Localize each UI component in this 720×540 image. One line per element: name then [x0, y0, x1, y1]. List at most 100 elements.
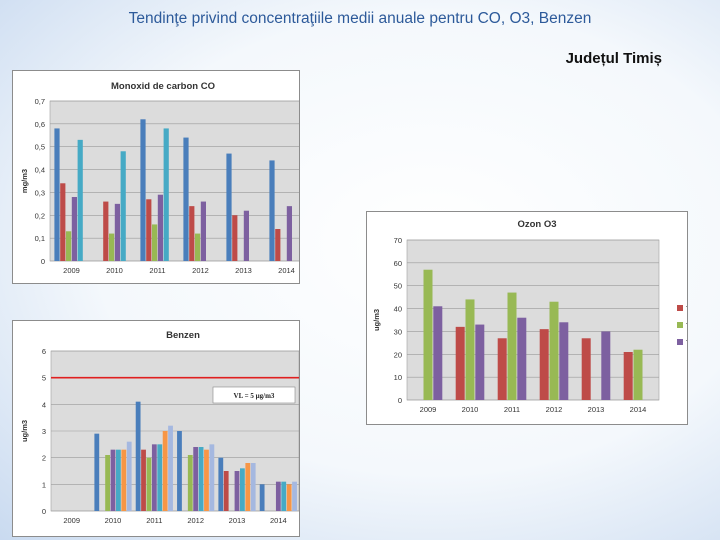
bar: [269, 160, 275, 261]
o3-chart: Ozon O3 0 10 20 30 40 50 60 70 ug/m3 2009 2010 2011 2…: [372, 219, 687, 414]
benzen-chart-panel: Benzen 0 1 2 3 4 5 6 ug/m3 2009 2010 2011 2012 2013 20…: [12, 320, 300, 537]
y-tick-label: 50: [394, 282, 402, 291]
y-tick-label: 0,1: [35, 234, 45, 243]
bar: [223, 471, 229, 511]
bar: [245, 463, 251, 511]
y-axis-label: ug/m3: [372, 309, 381, 331]
x-tick-label: 2012: [546, 405, 563, 414]
y-axis-label: ug/m3: [20, 420, 29, 442]
bar: [105, 455, 110, 511]
bar: [189, 206, 195, 261]
bar: [116, 449, 121, 511]
legend-swatch: [677, 322, 683, 328]
y-tick-label: 0: [42, 507, 46, 516]
bar: [193, 447, 199, 511]
chart-title: Benzen: [166, 330, 200, 341]
x-tick-label: 2010: [462, 405, 479, 414]
bar: [243, 210, 249, 261]
bar: [162, 431, 168, 511]
legend-swatch: [677, 339, 683, 345]
y-tick-label: 70: [394, 236, 402, 245]
x-tick-label: 2014: [630, 405, 647, 414]
bar: [455, 326, 465, 400]
bar: [103, 201, 109, 261]
bar: [152, 224, 158, 261]
bar: [163, 128, 169, 261]
bar: [187, 455, 193, 511]
bar: [94, 433, 100, 511]
co-chart-panel: Monoxid de carbon CO 0 0,1 0,2 0,3 0,4 0,5 0,6 0…: [12, 70, 300, 284]
bar: [54, 128, 60, 261]
bar: [114, 203, 120, 261]
bar: [275, 481, 281, 511]
y-tick-label: 6: [42, 347, 46, 356]
bar: [497, 338, 507, 400]
bar: [198, 447, 204, 511]
y-axis-label: mg/m3: [20, 169, 29, 193]
bar: [292, 481, 297, 511]
x-tick-label: 2013: [229, 516, 246, 525]
bar: [157, 194, 163, 261]
x-tick-label: 2009: [63, 516, 80, 525]
bar: [200, 201, 206, 261]
bar: [168, 425, 173, 511]
x-tick-label: 2011: [146, 516, 162, 525]
bar: [623, 352, 633, 400]
x-tick-label: 2010: [105, 516, 122, 525]
x-tick-label: 2014: [270, 516, 287, 525]
bar: [581, 338, 591, 400]
y-tick-label: 0,5: [35, 143, 45, 152]
bar: [126, 441, 132, 511]
bar: [177, 431, 182, 511]
x-tick-label: 2009: [63, 266, 80, 275]
y-tick-label: 5: [42, 374, 46, 383]
bar: [423, 269, 433, 400]
x-tick-label: 2011: [504, 405, 520, 414]
bar: [109, 233, 115, 261]
x-tick-label: 2010: [106, 266, 123, 275]
x-tick-label: 2012: [192, 266, 209, 275]
bar: [281, 481, 287, 511]
legend-label: TM 3: [686, 321, 687, 330]
bar: [77, 139, 83, 261]
x-tick-label: 2013: [588, 405, 605, 414]
y-tick-label: 0: [41, 257, 45, 266]
bar: [121, 449, 127, 511]
bar: [465, 299, 475, 400]
bar: [110, 449, 116, 511]
y-tick-label: 0,7: [35, 97, 45, 106]
legend-label: TM 2: [686, 304, 687, 313]
bar: [151, 444, 157, 511]
bar: [140, 119, 146, 262]
x-tick-label: 2009: [420, 405, 437, 414]
co-chart: Monoxid de carbon CO 0 0,1 0,2 0,3 0,4 0,5 0,6 0…: [20, 81, 299, 275]
bar: [120, 151, 126, 261]
bar: [71, 197, 77, 261]
bar: [234, 471, 240, 511]
y-tick-label: 0,2: [35, 211, 45, 220]
bar: [157, 444, 163, 511]
x-tick-label: 2014: [278, 266, 295, 275]
bar: [286, 484, 292, 511]
bar: [218, 457, 224, 511]
y-tick-label: 20: [394, 350, 402, 359]
benzen-chart: Benzen 0 1 2 3 4 5 6 ug/m3 2009 2010 2011 2012 2013 20…: [20, 330, 299, 525]
page-subtitle: Județul Timiș: [565, 50, 662, 67]
bar: [209, 444, 215, 511]
y-tick-label: 60: [394, 259, 402, 268]
bar: [135, 401, 141, 511]
bar: [232, 215, 238, 261]
bar: [475, 324, 485, 400]
bar: [549, 301, 559, 400]
bar: [507, 292, 517, 400]
y-tick-label: 2: [42, 454, 46, 463]
chart-title: Ozon O3: [517, 219, 556, 230]
y-tick-label: 0,4: [35, 166, 45, 175]
bar: [539, 329, 549, 400]
annotation-box: [212, 386, 296, 404]
plot-area: [406, 239, 660, 401]
y-tick-label: 3: [42, 427, 46, 436]
legend-swatch: [677, 305, 683, 311]
bar: [633, 349, 643, 400]
bar: [141, 449, 146, 511]
